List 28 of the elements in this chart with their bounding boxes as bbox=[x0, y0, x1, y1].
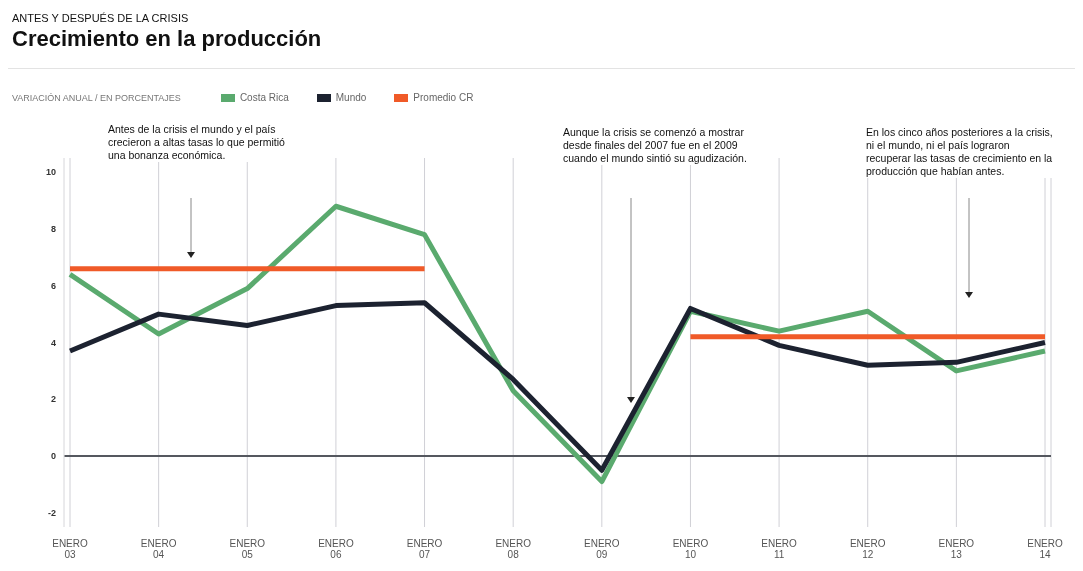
x-tick-label: ENERO 12 bbox=[849, 538, 886, 560]
x-tick-label: ENERO 03 bbox=[52, 538, 88, 560]
annotation: En los cinco años posteriores a la crisis, ni el mundo, ni el país lograron recuperar las tasas de crecimiento en la producción que habían antes. bbox=[866, 126, 1056, 178]
x-tick-label: ENERO 07 bbox=[406, 538, 443, 560]
legend-label: Mundo bbox=[334, 92, 367, 103]
y-tick-label: 8 bbox=[50, 224, 56, 235]
chart-subtitle: ANTES Y DESPUÉS DE LA CRISIS bbox=[12, 12, 189, 24]
x-tick-label: ENERO 14 bbox=[1027, 538, 1063, 560]
x-tick-label: ENERO 05 bbox=[229, 538, 266, 560]
chart-title: Crecimiento en la producción bbox=[12, 26, 322, 52]
annotation: Aunque la crisis se comenzó a mostrar desde finales del 2007 fue en el 2009 cuando el mundo sintió su agudización. bbox=[563, 126, 753, 165]
y-tick-label: 2 bbox=[50, 394, 56, 405]
x-tick-label: ENERO 13 bbox=[938, 538, 975, 560]
y-tick-label: 10 bbox=[45, 167, 56, 178]
x-tick-label: ENERO 09 bbox=[584, 538, 620, 560]
x-tick-label: ENERO 08 bbox=[495, 538, 532, 560]
legend-label: Promedio CR bbox=[412, 92, 474, 103]
x-tick-label: ENERO 10 bbox=[672, 538, 709, 560]
text: VARIACIÓN ANUAL / EN PORCENTAJES bbox=[12, 92, 181, 103]
y-tick-label: 6 bbox=[50, 280, 56, 291]
y-tick-label: -2 bbox=[47, 508, 56, 518]
x-tick-label: ENERO 06 bbox=[318, 538, 354, 560]
x-tick-label: ENERO 11 bbox=[761, 538, 798, 560]
y-tick-label: 4 bbox=[50, 337, 56, 348]
annotation: Antes de la crisis el mundo y el país crecieron a altas tasas lo que permitió una bonanza económica. bbox=[108, 123, 298, 162]
y-tick-label: 0 bbox=[50, 451, 56, 462]
legend-label: Costa Rica bbox=[238, 92, 289, 103]
x-tick-label: ENERO 04 bbox=[140, 538, 177, 560]
